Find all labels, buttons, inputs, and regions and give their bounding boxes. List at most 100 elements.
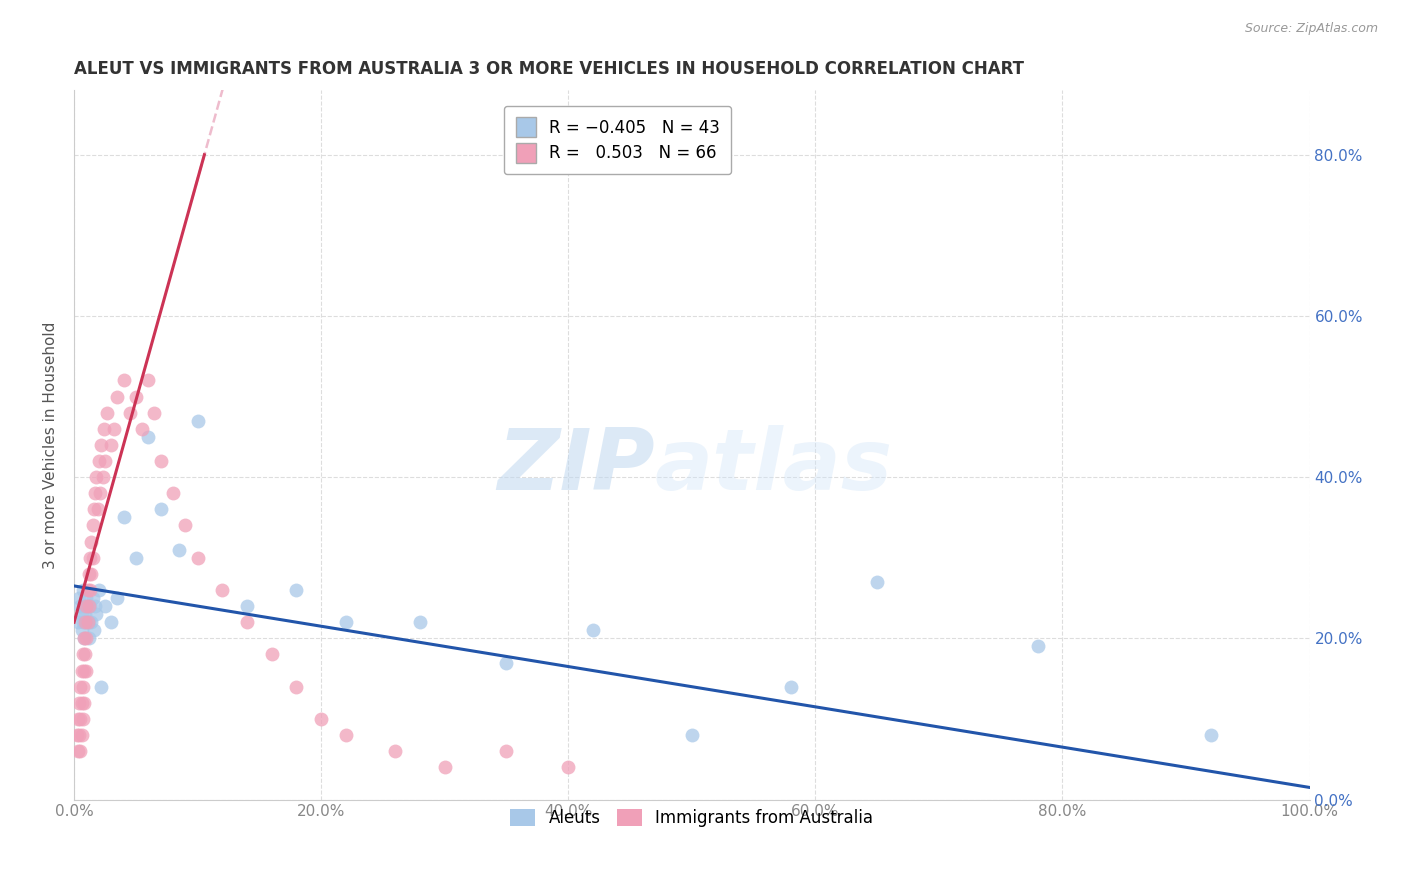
Point — [112, 373, 135, 387]
Point — [76, 582, 98, 597]
Point — [149, 454, 172, 468]
Point — [86, 470, 108, 484]
Point — [87, 582, 110, 597]
Point — [285, 680, 308, 694]
Point — [105, 591, 128, 605]
Point — [335, 728, 357, 742]
Point — [681, 728, 703, 742]
Point — [105, 390, 128, 404]
Point — [66, 744, 89, 758]
Point — [84, 486, 107, 500]
Point — [80, 615, 103, 630]
Point — [80, 566, 103, 581]
Point — [69, 680, 91, 694]
Point — [66, 615, 89, 630]
Point — [143, 406, 166, 420]
Point — [70, 664, 93, 678]
Point — [91, 470, 114, 484]
Point — [187, 550, 209, 565]
Point — [77, 566, 100, 581]
Point — [93, 422, 115, 436]
Point — [1199, 728, 1222, 742]
Point — [67, 591, 90, 605]
Point — [70, 728, 93, 742]
Point — [77, 632, 100, 646]
Point — [75, 664, 97, 678]
Point — [86, 607, 108, 622]
Point — [75, 599, 97, 613]
Point — [90, 438, 112, 452]
Text: ZIP: ZIP — [498, 425, 655, 508]
Point — [73, 632, 96, 646]
Point — [70, 696, 93, 710]
Point — [66, 712, 89, 726]
Point — [557, 760, 579, 774]
Point — [125, 390, 148, 404]
Point — [76, 599, 98, 613]
Point — [384, 744, 406, 758]
Point — [433, 760, 456, 774]
Point — [100, 438, 122, 452]
Point — [67, 696, 90, 710]
Point — [90, 680, 112, 694]
Point — [72, 712, 94, 726]
Point — [83, 624, 105, 638]
Point — [495, 656, 517, 670]
Point — [87, 454, 110, 468]
Point — [82, 550, 104, 565]
Point — [1026, 640, 1049, 654]
Point — [79, 582, 101, 597]
Point — [94, 599, 117, 613]
Point — [72, 680, 94, 694]
Point — [80, 534, 103, 549]
Point — [136, 373, 159, 387]
Point — [118, 406, 141, 420]
Point — [75, 615, 97, 630]
Point — [131, 422, 153, 436]
Point — [75, 615, 97, 630]
Point — [75, 632, 97, 646]
Point — [69, 712, 91, 726]
Point — [72, 615, 94, 630]
Point — [409, 615, 432, 630]
Point — [779, 680, 801, 694]
Point — [72, 582, 94, 597]
Point — [73, 599, 96, 613]
Point — [582, 624, 605, 638]
Point — [70, 624, 93, 638]
Point — [75, 648, 97, 662]
Point — [96, 406, 118, 420]
Point — [79, 599, 101, 613]
Point — [112, 510, 135, 524]
Point — [495, 744, 517, 758]
Point — [335, 615, 357, 630]
Text: ALEUT VS IMMIGRANTS FROM AUSTRALIA 3 OR MORE VEHICLES IN HOUSEHOLD CORRELATION C: ALEUT VS IMMIGRANTS FROM AUSTRALIA 3 OR … — [75, 60, 1024, 78]
Point — [73, 664, 96, 678]
Legend: Aleuts, Immigrants from Australia: Aleuts, Immigrants from Australia — [503, 802, 880, 834]
Point — [136, 430, 159, 444]
Point — [236, 599, 259, 613]
Text: Source: ZipAtlas.com: Source: ZipAtlas.com — [1244, 22, 1378, 36]
Point — [73, 632, 96, 646]
Point — [84, 599, 107, 613]
Point — [149, 502, 172, 516]
Point — [211, 582, 233, 597]
Point — [167, 542, 190, 557]
Point — [75, 591, 97, 605]
Point — [236, 615, 259, 630]
Point — [75, 607, 97, 622]
Point — [69, 599, 91, 613]
Point — [89, 486, 111, 500]
Point — [162, 486, 184, 500]
Point — [76, 615, 98, 630]
Point — [73, 696, 96, 710]
Point — [67, 728, 90, 742]
Point — [174, 518, 197, 533]
Point — [866, 574, 889, 589]
Point — [65, 728, 87, 742]
Point — [82, 591, 104, 605]
Point — [70, 607, 93, 622]
Point — [285, 582, 308, 597]
Point — [94, 454, 117, 468]
Point — [77, 599, 100, 613]
